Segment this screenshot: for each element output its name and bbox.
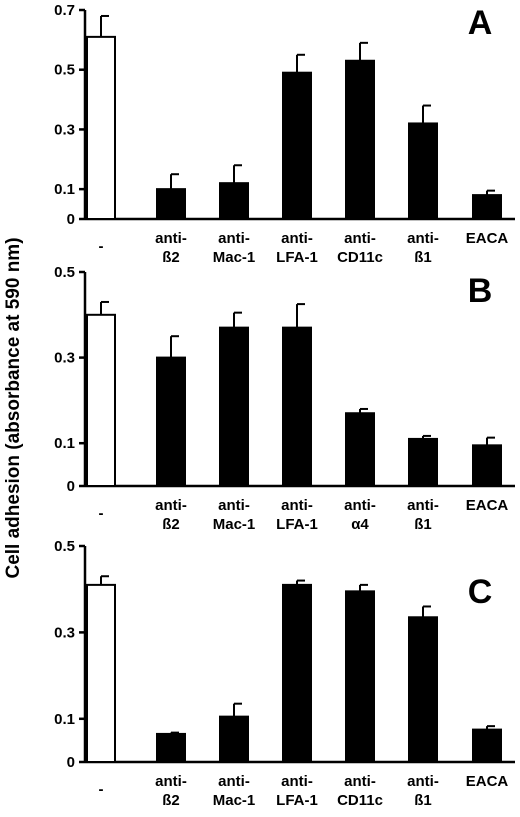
bar <box>219 715 249 764</box>
bar <box>86 583 116 763</box>
y-tick-label: 0.5 <box>54 538 75 555</box>
y-axis-label: Cell adhesion (absorbance at 590 nm) <box>3 237 24 578</box>
x-tick-label: anti- <box>218 773 250 790</box>
x-tick-label: α4 <box>351 516 369 533</box>
bar <box>408 122 438 220</box>
bar <box>408 616 438 764</box>
x-tick-label: anti- <box>407 497 439 514</box>
bar <box>156 732 186 763</box>
bar <box>156 188 186 220</box>
y-tick-label: 0.1 <box>54 435 75 452</box>
x-tick-label: ß2 <box>162 516 180 533</box>
x-tick-label: CD11c <box>337 792 383 809</box>
x-tick-label: LFA-1 <box>276 792 318 809</box>
bar <box>156 356 186 487</box>
x-tick-label: ß1 <box>414 249 432 266</box>
x-tick-label: anti- <box>344 497 376 514</box>
bar <box>282 326 312 488</box>
y-tick-label: 0 <box>67 478 75 495</box>
x-tick-label: Mac-1 <box>213 516 256 533</box>
x-tick-label: anti- <box>281 773 313 790</box>
bar <box>282 71 312 220</box>
bar <box>86 313 116 487</box>
x-tick-label: LFA-1 <box>276 516 318 533</box>
x-tick-label: ß1 <box>414 516 432 533</box>
x-tick-label: EACA <box>466 497 509 514</box>
x-tick-label: anti- <box>344 230 376 247</box>
panel-letter: C <box>468 573 493 611</box>
chart-panel-a: 0 0.1 0.3 0.5 0.7 - anti-ß2 anti- Mac-1 anti- LFA-… <box>54 2 515 266</box>
bar <box>472 728 502 763</box>
x-tick-label: - <box>99 238 104 255</box>
chart-panels: 0 0.1 0.3 0.5 0.7 - anti-ß2 anti- Mac-1 anti- LFA-… <box>54 2 515 809</box>
x-tick-label: anti- <box>155 497 187 514</box>
y-tick-label: 0.3 <box>54 624 75 641</box>
y-tick-label: 0 <box>67 754 75 771</box>
x-tick-label: anti- <box>344 773 376 790</box>
x-tick-label: anti- <box>281 497 313 514</box>
bar <box>345 59 375 220</box>
bar <box>345 412 375 487</box>
x-tick-label: Mac-1 <box>213 792 256 809</box>
y-tick-label: 0.7 <box>54 2 75 19</box>
bar <box>282 583 312 763</box>
x-tick-label: Mac-1 <box>213 249 256 266</box>
x-tick-label: - <box>99 781 104 798</box>
y-tick-label: 0.1 <box>54 181 75 198</box>
x-tick-label: CD11c <box>337 249 383 266</box>
x-tick-label: EACA <box>466 230 509 247</box>
x-tick-label: LFA-1 <box>276 249 318 266</box>
x-tick-label: anti- <box>407 773 439 790</box>
x-tick-label: anti- <box>155 773 187 790</box>
bar <box>345 590 375 763</box>
x-tick-label: anti- <box>407 230 439 247</box>
bar <box>86 35 116 220</box>
bar <box>219 326 249 488</box>
y-tick-label: 0.3 <box>54 350 75 367</box>
bar <box>472 444 502 487</box>
x-tick-label: anti- <box>218 230 250 247</box>
x-tick-label: anti- <box>155 230 187 247</box>
x-tick-label: anti- <box>281 230 313 247</box>
x-tick-label: anti- <box>218 497 250 514</box>
bar <box>408 437 438 488</box>
x-tick-label: ß2 <box>162 792 180 809</box>
y-tick-label: 0.5 <box>54 62 75 79</box>
panel-letter: B <box>468 272 493 310</box>
x-tick-label: EACA <box>466 773 509 790</box>
chart-panel-c: 0 0.1 0.3 0.5 - anti-ß2 anti- Mac-1 anti- LFA-1 an… <box>54 538 515 809</box>
y-tick-label: 0.3 <box>54 121 75 138</box>
x-tick-label: ß1 <box>414 792 432 809</box>
panel-letter: A <box>468 4 493 42</box>
x-tick-label: - <box>99 505 104 522</box>
y-tick-label: 0.5 <box>54 264 75 281</box>
bar <box>472 194 502 221</box>
bar <box>219 182 249 221</box>
x-tick-label: ß2 <box>162 249 180 266</box>
y-tick-label: 0.1 <box>54 711 75 728</box>
y-tick-label: 0 <box>67 211 75 228</box>
chart-panel-b: 0 0.1 0.3 0.5 - anti-ß2 anti- Mac-1 anti- LFA-1 an… <box>54 264 515 533</box>
